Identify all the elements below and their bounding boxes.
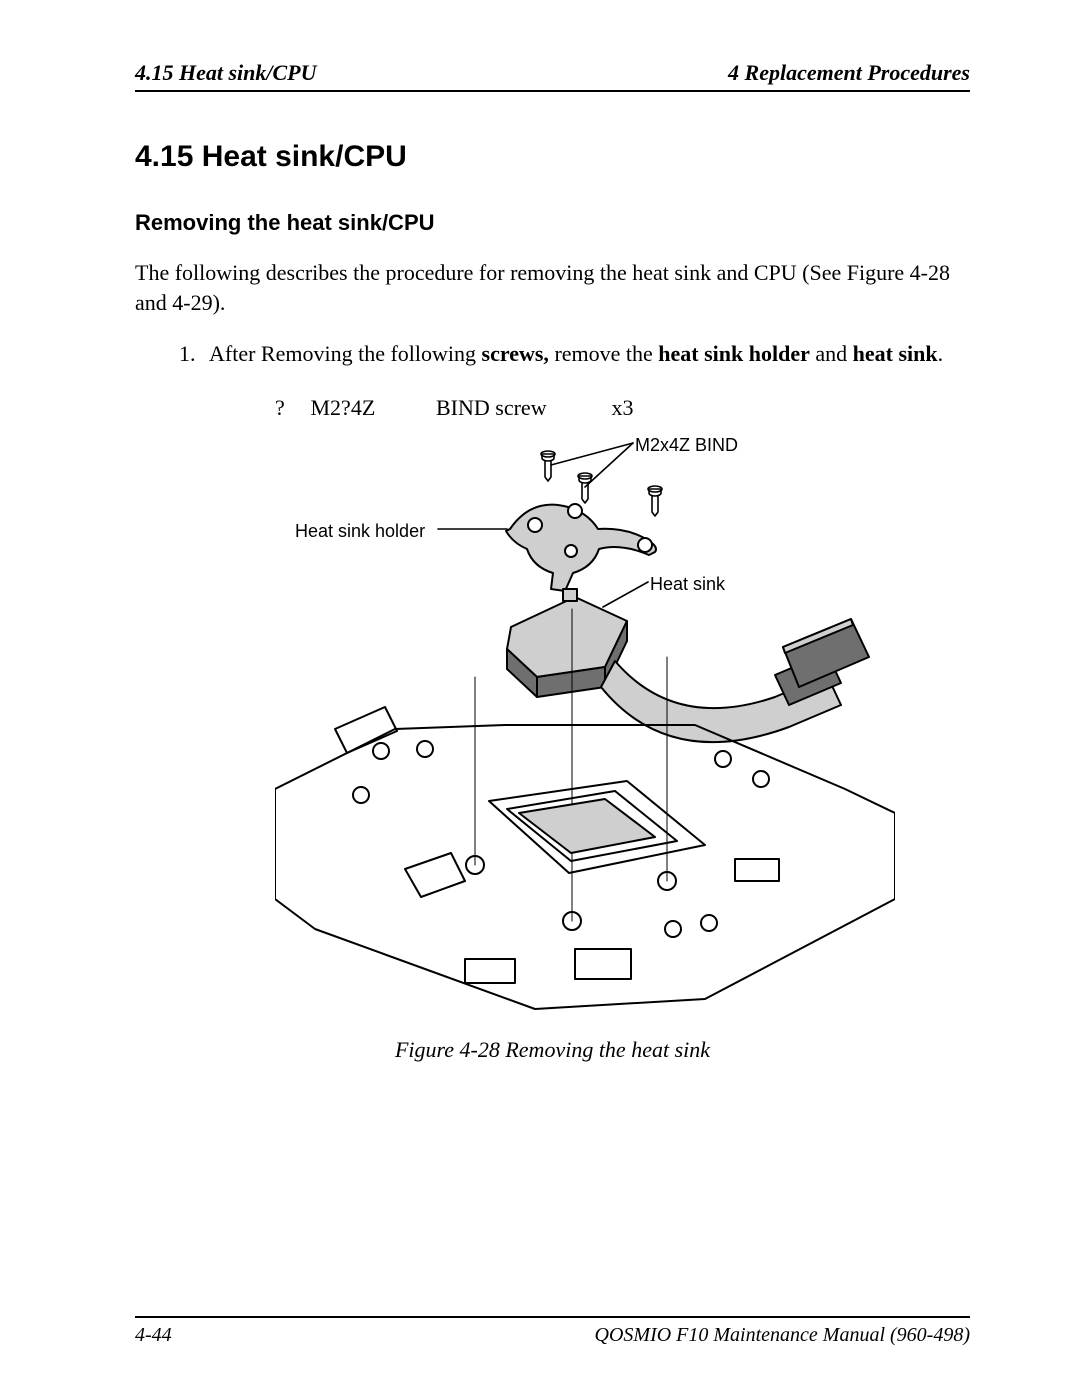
- screw-icon: [578, 473, 592, 503]
- board-shape: [275, 707, 895, 1009]
- footer-page-number: 4-44: [135, 1324, 172, 1347]
- vertical-spacer: [135, 1063, 970, 1316]
- step-1: 1. After Removing the following screws, …: [179, 339, 970, 369]
- step-1-bold-screws: screws,: [482, 341, 549, 366]
- step-1-end: .: [938, 341, 944, 366]
- step-1-text: After Removing the following screws, rem…: [209, 339, 943, 369]
- running-header: 4.15 Heat sink/CPU 4 Replacement Procedu…: [135, 60, 970, 92]
- step-1-mid2: and: [810, 341, 853, 366]
- screw-size: M2?4Z: [311, 395, 431, 421]
- screw-type: BIND screw: [436, 395, 606, 421]
- page: 4.15 Heat sink/CPU 4 Replacement Procedu…: [0, 0, 1080, 1397]
- callout-holder-label: Heat sink holder: [295, 521, 425, 542]
- footer-manual-title: QOSMIO F10 Maintenance Manual (960-498): [595, 1324, 970, 1347]
- step-1-marker: 1.: [179, 339, 209, 369]
- screw-spec-line: ? M2?4Z BIND screw x3: [275, 395, 970, 421]
- holder-shape: [506, 504, 656, 591]
- callout-screw-label: M2x4Z BIND: [635, 435, 738, 456]
- heatsink-shape: [507, 589, 869, 742]
- subsection-title: Removing the heat sink/CPU: [135, 210, 970, 236]
- screw-qty: x3: [612, 395, 634, 420]
- step-1-pre: After Removing the following: [209, 341, 482, 366]
- header-left: 4.15 Heat sink/CPU: [135, 60, 317, 86]
- figure-4-28: M2x4Z BIND Heat sink holder Heat sink: [275, 429, 895, 1019]
- screw-icon: [648, 486, 662, 516]
- figure-svg: [275, 429, 895, 1019]
- running-footer: 4-44 QOSMIO F10 Maintenance Manual (960-…: [135, 1316, 970, 1347]
- step-1-mid: remove the: [549, 341, 658, 366]
- intro-paragraph: The following describes the procedure fo…: [135, 258, 970, 317]
- step-1-bold-heatsink: heat sink: [853, 341, 938, 366]
- figure-caption: Figure 4-28 Removing the heat sink: [135, 1037, 970, 1063]
- screw-icon: [541, 451, 555, 481]
- step-1-bold-holder: heat sink holder: [658, 341, 810, 366]
- section-title: 4.15 Heat sink/CPU: [135, 140, 970, 174]
- callout-heatsink-label: Heat sink: [650, 574, 725, 595]
- screw-bullet: ?: [275, 395, 305, 421]
- header-right: 4 Replacement Procedures: [728, 60, 970, 86]
